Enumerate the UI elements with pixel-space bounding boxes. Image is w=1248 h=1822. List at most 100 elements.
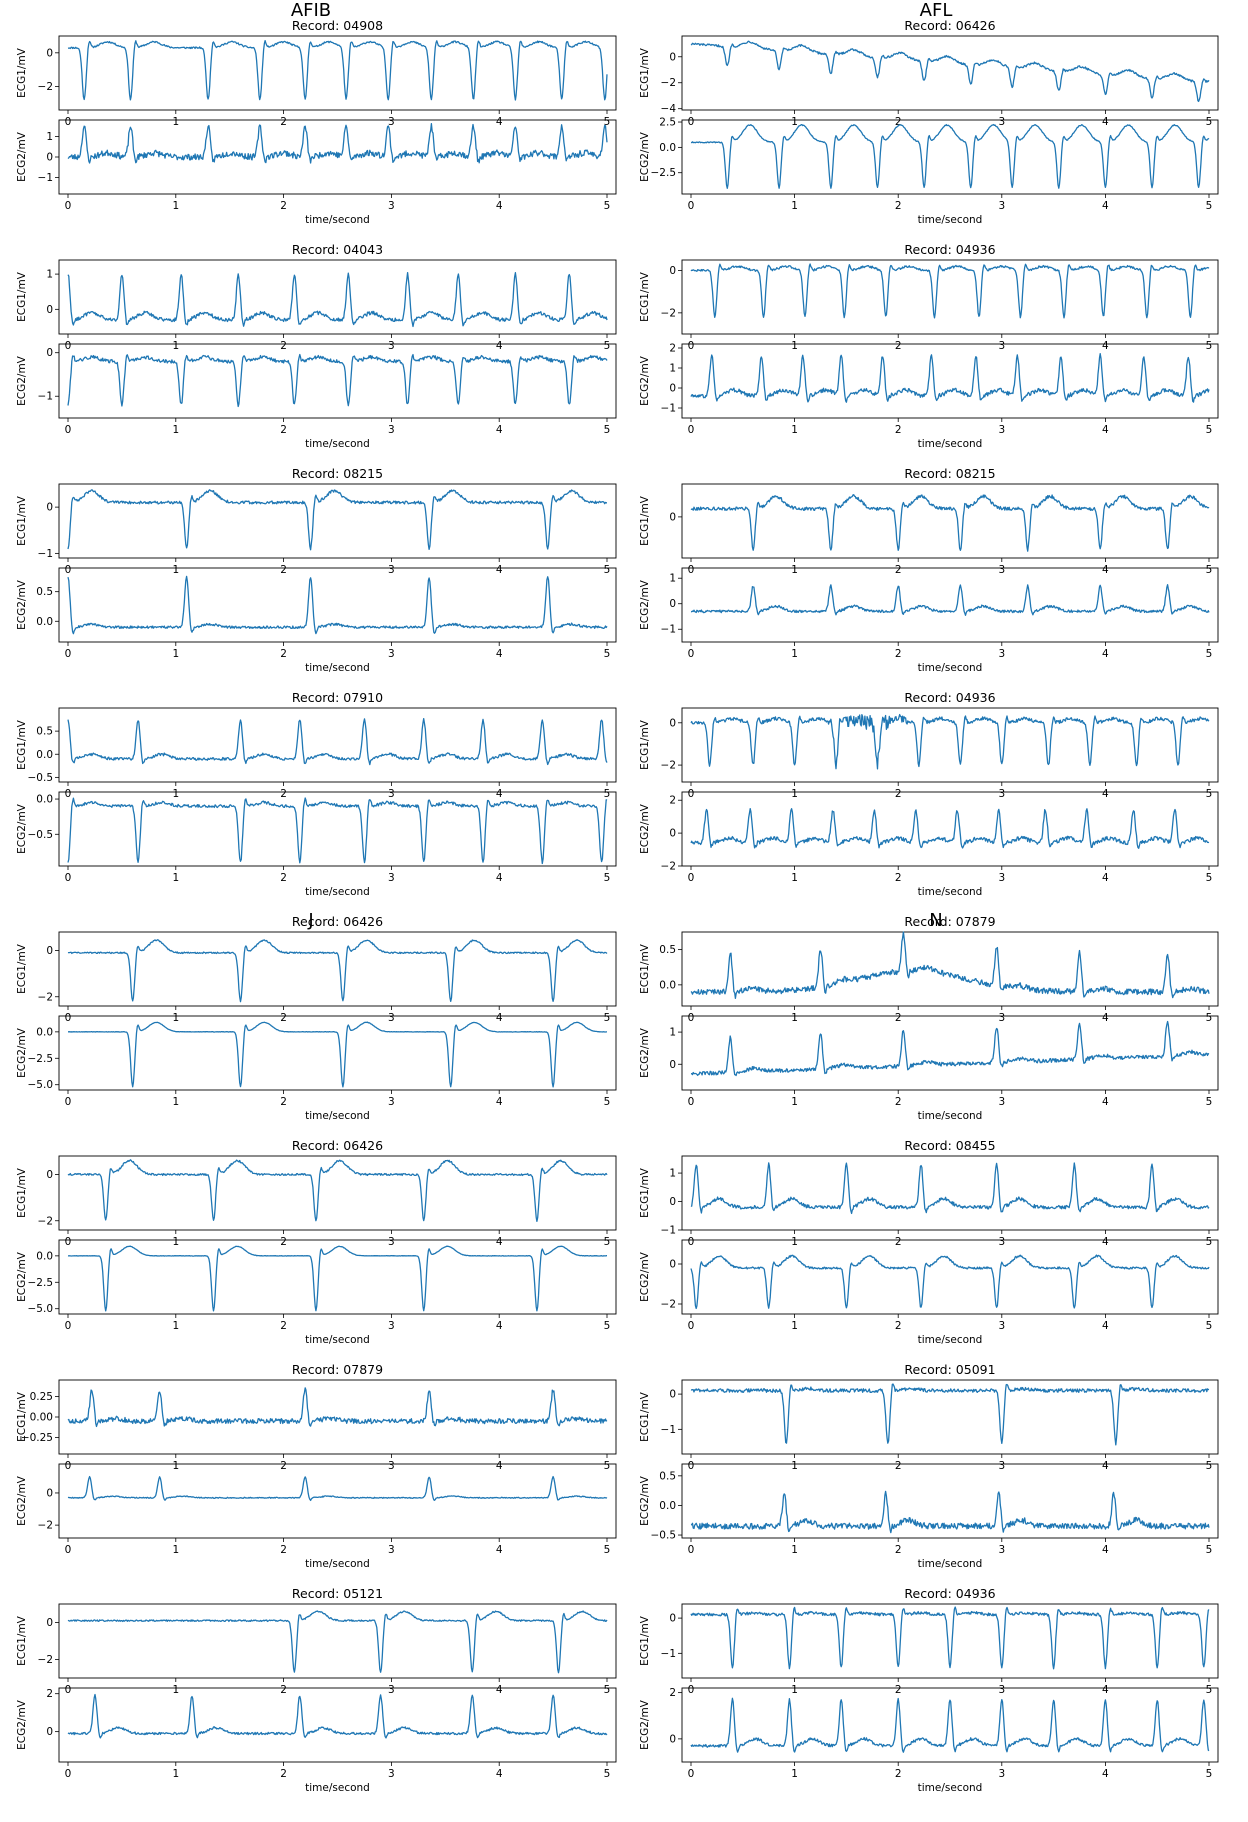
x-tick-label: 2 [280,1012,287,1024]
record-title: Record: 06426 [904,18,995,33]
x-tick-label: 3 [998,1236,1005,1248]
y-axis-label: ECG1/mV [16,1167,28,1218]
y-tick-label: −2 [661,861,676,873]
x-tick-label: 0 [65,1012,72,1024]
x-tick-label: 0 [688,1320,695,1332]
y-axis-label: ECG1/mV [16,495,28,546]
x-tick-label: 5 [1206,1684,1213,1696]
x-tick-label: 4 [496,424,503,436]
y-tick-label: −1 [661,624,676,636]
x-tick-label: 0 [65,340,72,352]
y-tick-label: 0.5 [36,586,53,598]
ecg-series-line-ecg1 [67,39,608,101]
y-tick-label: 2 [669,343,676,355]
x-tick-label: 1 [172,340,179,352]
y-tick-label: −0.5 [28,829,54,841]
x-tick-label: 4 [1102,564,1109,576]
x-tick-label: 1 [172,1012,179,1024]
x-tick-label: 3 [388,1684,395,1696]
y-tick-label: −2.5 [28,1277,54,1289]
y-tick-label: −2 [38,81,53,93]
x-tick-label: 4 [1102,1684,1109,1696]
axes-ecg1-9: 0 1 2 3 4 5 0.5 0.0 ECG1/mV [639,931,1219,1024]
x-tick-label: 5 [604,1320,611,1332]
x-tick-label: 3 [388,1768,395,1780]
ecg-series-line-ecg2 [67,1693,608,1739]
x-tick-label: 0 [65,564,72,576]
y-axis-label: ECG2/mV [639,355,651,406]
y-axis-label: ECG1/mV [639,271,651,322]
x-tick-label: 4 [1102,788,1109,800]
x-axis-label: time/second [305,1558,370,1570]
ecg-series-line-ecg2 [67,797,608,865]
x-tick-label: 3 [388,1320,395,1332]
y-axis-label: ECG2/mV [16,1027,28,1078]
y-tick-label: −0.25 [21,1432,53,1444]
x-tick-label: 2 [280,1544,287,1556]
x-tick-label: 0 [688,116,695,128]
y-tick-label: −2 [38,1654,53,1666]
y-tick-label: 0 [46,1487,53,1499]
y-tick-label: 0 [669,1059,676,1071]
ecg-series-line-ecg2 [67,123,608,164]
record-title: Record: 05091 [904,1362,995,1377]
plot-frame [681,791,1219,867]
x-tick-label: 5 [1206,1236,1213,1248]
x-axis-label: time/second [918,662,983,674]
x-tick-label: 0 [65,116,72,128]
x-tick-label: 1 [791,648,798,660]
y-axis-label: ECG1/mV [639,1391,651,1442]
x-tick-label: 2 [895,200,902,212]
y-axis-label: ECG2/mV [639,803,651,854]
x-tick-label: 4 [496,340,503,352]
x-tick-label: 3 [388,116,395,128]
x-axis-label: time/second [918,1110,983,1122]
ecg-series-line-ecg1 [690,1383,1210,1446]
x-axis-label: time/second [918,214,983,226]
x-tick-label: 4 [1102,1460,1109,1472]
x-tick-label: 5 [1206,872,1213,884]
record-title: Record: 08455 [904,1138,995,1153]
y-tick-label: 0.0 [659,1500,676,1512]
x-tick-label: 3 [998,564,1005,576]
plot-frame [681,707,1219,783]
x-tick-label: 3 [388,1544,395,1556]
y-axis-label: ECG2/mV [16,1699,28,1750]
x-tick-label: 5 [604,340,611,352]
x-tick-label: 0 [688,424,695,436]
ecg-series-line-ecg2 [690,1490,1210,1534]
record-title: Record: 05121 [292,1586,383,1601]
ecg-series-line-ecg1 [67,939,608,1003]
x-tick-label: 2 [280,116,287,128]
y-tick-label: 0.0 [659,979,676,991]
plot-frame [58,1239,617,1315]
x-tick-label: 5 [1206,1012,1213,1024]
ecg-series-line-ecg2 [67,575,608,635]
x-tick-label: 1 [172,200,179,212]
y-tick-label: 0 [669,511,676,523]
record-title: Record: 04936 [904,690,995,705]
x-tick-label: 2 [895,1684,902,1696]
x-tick-label: 3 [998,1460,1005,1472]
ecg-series-line-ecg2 [690,1254,1210,1310]
x-tick-label: 2 [280,424,287,436]
y-axis-label: ECG2/mV [16,803,28,854]
plot-frame [681,1239,1219,1315]
axes-ecg1-15: 0 1 2 3 4 5 0 −1 ECG1/mV [639,1603,1219,1696]
x-tick-label: 1 [172,1236,179,1248]
x-tick-label: 2 [280,1236,287,1248]
y-tick-label: 0 [669,717,676,729]
ecg-series-line-ecg2 [67,1245,607,1312]
x-tick-label: 2 [280,872,287,884]
x-tick-label: 4 [1102,424,1109,436]
x-tick-label: 2 [895,564,902,576]
x-tick-label: 3 [388,872,395,884]
x-tick-label: 5 [1206,788,1213,800]
x-tick-label: 4 [1102,648,1109,660]
x-tick-label: 4 [496,1096,503,1108]
x-tick-label: 4 [496,116,503,128]
